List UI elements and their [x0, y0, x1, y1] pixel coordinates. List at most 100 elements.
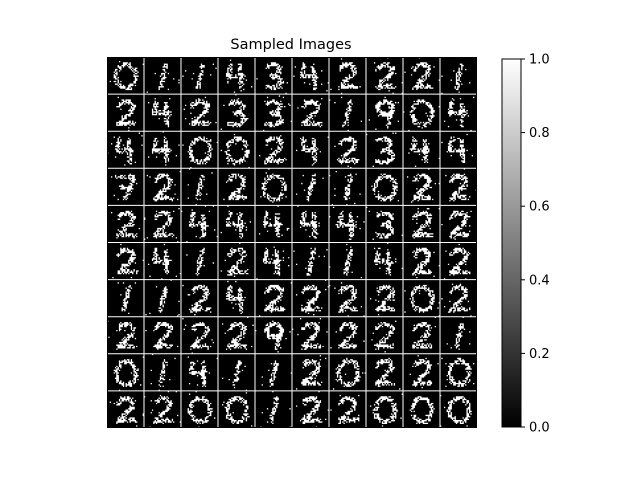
sample-image-r4-c1 — [144, 208, 180, 243]
sample-image-r2-c1 — [147, 131, 180, 166]
sample-image-r5-c9 — [443, 243, 471, 280]
sample-image-r0-c9 — [441, 63, 471, 95]
sample-image-r1-c7 — [368, 96, 400, 130]
sample-image-r0-c2 — [182, 63, 217, 89]
sample-image-r0-c7 — [373, 57, 403, 95]
sample-image-r4-c0 — [110, 210, 141, 239]
sample-image-r8-c5 — [295, 355, 327, 390]
sample-image-r5-c8 — [412, 247, 440, 279]
sample-image-r5-c0 — [112, 243, 144, 279]
colorbar-tick-label: 0.0 — [529, 421, 550, 436]
sample-image-r9-c9 — [440, 394, 472, 427]
sample-image-r1-c4 — [262, 95, 292, 132]
sample-image-r6-c6 — [329, 282, 365, 317]
sample-image-r3-c2 — [187, 168, 213, 206]
sample-image-r9-c4 — [260, 390, 291, 428]
sample-image-r5-c2 — [186, 247, 215, 276]
sample-image-r2-c7 — [366, 132, 397, 167]
sample-image-r2-c9 — [441, 133, 474, 163]
sample-image-r6-c1 — [145, 279, 180, 317]
sample-image-r1-c6 — [329, 96, 363, 132]
colorbar-tick-label: 0.4 — [529, 273, 550, 288]
sample-image-r2-c3 — [220, 133, 250, 169]
sample-image-r6-c5 — [295, 279, 329, 316]
sample-image-r1-c1 — [147, 98, 172, 128]
sample-image-r1-c3 — [220, 94, 249, 130]
sample-image-r4-c5 — [297, 205, 320, 239]
sample-image-r4-c7 — [366, 206, 403, 240]
colorbar-ticks: 0.0 0.2 0.4 0.6 0.8 1.0 — [521, 53, 550, 436]
sample-image-r8-c7 — [375, 357, 401, 390]
sample-image-r8-c8 — [409, 355, 439, 389]
sample-image-r8-c0 — [113, 356, 144, 391]
sample-image-r9-c0 — [109, 396, 144, 427]
sample-image-r9-c1 — [144, 390, 181, 428]
sample-image-r3-c7 — [371, 173, 400, 202]
sample-image-r6-c8 — [404, 284, 440, 317]
sample-image-r8-c1 — [150, 353, 176, 391]
sample-image-r8-c3 — [221, 360, 248, 391]
sample-image-r9-c7 — [369, 393, 403, 427]
sample-image-r4-c8 — [412, 208, 440, 239]
sample-image-r0-c5 — [293, 62, 329, 92]
sample-image-r6-c0 — [117, 282, 137, 315]
colorbar-tick-label: 0.6 — [529, 200, 550, 215]
sample-image-r7-c9 — [446, 316, 471, 350]
sample-image-r5-c1 — [147, 243, 181, 280]
sample-image-r2-c4 — [258, 135, 287, 165]
sample-image-r1-c5 — [297, 98, 323, 128]
chart-title: Sampled Images — [230, 37, 351, 53]
colorbar-tick-label: 0.8 — [529, 126, 550, 141]
sample-image-r7-c6 — [330, 322, 365, 349]
sample-image-r5-c4 — [256, 246, 290, 280]
sample-image-r7-c1 — [145, 322, 179, 350]
sample-image-r7-c7 — [371, 320, 397, 353]
sample-image-r3-c5 — [295, 173, 324, 202]
colorbar-tick-label: 0.2 — [529, 347, 550, 362]
sample-image-r6-c4 — [258, 282, 292, 317]
sample-image-r4-c3 — [220, 205, 252, 239]
colorbar — [502, 59, 521, 427]
sample-image-r6-c9 — [441, 283, 472, 317]
sample-image-r4-c4 — [258, 205, 290, 238]
sample-image-r0-c1 — [146, 63, 180, 93]
sample-image-r6-c2 — [182, 284, 212, 316]
sample-image-r9-c8 — [409, 396, 435, 425]
sample-image-r5-c3 — [220, 242, 249, 277]
sample-image-r1-c0 — [116, 96, 137, 132]
sample-image-r7-c8 — [412, 316, 437, 349]
sample-image-r3-c9 — [445, 168, 477, 202]
sample-image-r6-c7 — [369, 284, 396, 316]
sample-image-r7-c2 — [182, 318, 215, 354]
sample-image-r9-c5 — [295, 390, 329, 428]
image-grid — [107, 57, 477, 428]
sample-image-r1-c9 — [443, 96, 475, 132]
sample-image-r5-c5 — [293, 247, 328, 276]
sample-image-r2-c6 — [334, 136, 360, 169]
sample-image-r7-c3 — [221, 316, 254, 350]
sample-image-r0-c4 — [256, 62, 289, 95]
sample-image-r2-c0 — [107, 132, 143, 166]
sample-image-r2-c5 — [295, 136, 329, 166]
sample-image-r8-c2 — [187, 356, 218, 387]
sample-image-r9-c6 — [330, 394, 360, 425]
sample-image-r1-c8 — [403, 99, 440, 132]
colorbar-tick-label: 1.0 — [529, 53, 550, 68]
sample-image-r7-c5 — [292, 318, 328, 350]
sample-image-r3-c3 — [223, 173, 248, 201]
sample-image-r0-c6 — [330, 58, 361, 95]
sample-image-r7-c0 — [107, 320, 138, 350]
sample-image-r3-c8 — [406, 168, 440, 203]
sample-image-r2-c2 — [182, 136, 218, 169]
sample-image-r3-c4 — [260, 168, 287, 203]
sample-image-r4-c2 — [181, 205, 218, 243]
sample-image-r5-c7 — [373, 242, 403, 276]
sample-image-r3-c1 — [146, 170, 181, 202]
sample-image-r0-c0 — [109, 60, 144, 91]
sample-image-r1-c2 — [183, 96, 217, 126]
sample-image-r7-c4 — [255, 320, 291, 353]
sample-image-r4-c9 — [441, 210, 472, 240]
sample-image-r9-c2 — [187, 390, 216, 428]
